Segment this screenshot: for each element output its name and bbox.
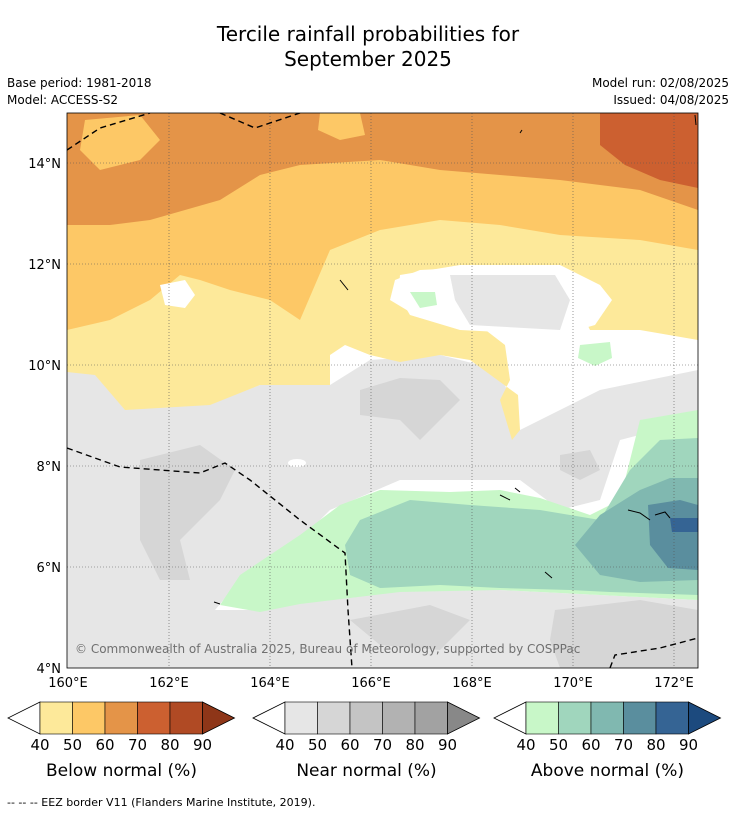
near-normal-50-patch-4 — [350, 605, 470, 650]
colorbar-above-tick: 60 — [581, 736, 600, 754]
colorbar-near-segment — [414, 701, 448, 735]
colorbar-near-segment — [317, 701, 351, 735]
lon-tick-172: 172°E — [654, 676, 694, 691]
colorbar-near-segment — [284, 701, 318, 735]
colorbar-label-below: Below normal (%) — [46, 761, 197, 781]
lon-axis: 160°E 162°E 164°E 166°E 168°E 170°E 172°… — [48, 676, 694, 691]
colorbar-above-segment — [558, 701, 592, 735]
colorbar-label-above: Above normal (%) — [530, 761, 685, 781]
colorbar-above-segment — [590, 701, 624, 735]
colorbar-above-under — [493, 701, 527, 735]
model-run: Model run: 02/08/2025 — [591, 76, 729, 90]
below-normal-70 — [600, 113, 698, 188]
lon-tick-168: 168°E — [452, 676, 492, 691]
colorbar-below-segment — [72, 701, 106, 735]
colorbar-near-tick: 70 — [373, 736, 392, 754]
colorbar-above-tick: 40 — [516, 736, 535, 754]
colorbar-near: 40 50 60 70 80 90 — [252, 701, 481, 754]
near-normal-50-patch-5 — [560, 450, 600, 480]
colorbar-above-segment — [655, 701, 689, 735]
colorbar-near-tick: 60 — [340, 736, 359, 754]
colorbar-below-tick: 60 — [95, 736, 114, 754]
gridlines — [67, 113, 698, 668]
lat-tick-4: 4°N — [37, 662, 62, 677]
colorbar-above-tick: 50 — [549, 736, 568, 754]
lat-tick-6: 6°N — [37, 561, 62, 576]
colorbar-below-tick: 70 — [128, 736, 147, 754]
colorbar-near-tick: 80 — [405, 736, 424, 754]
colorbar-below-tick: 80 — [160, 736, 179, 754]
below-normal-50-patch-2 — [318, 113, 365, 140]
colorbar-near-tick: 40 — [275, 736, 294, 754]
neutral-blip — [288, 459, 306, 467]
lat-tick-8: 8°N — [37, 460, 62, 475]
colorbar-above-segment — [623, 701, 657, 735]
above-normal-40-small-2 — [578, 342, 612, 366]
eez-footnote: -- -- -- EEZ border V11 (Flanders Marine… — [7, 796, 316, 809]
lon-tick-164: 164°E — [250, 676, 290, 691]
colorbar-above-segment — [525, 701, 559, 735]
map-title: Tercile rainfall probabilities for Septe… — [0, 22, 736, 72]
colorbar-below-under — [7, 701, 41, 735]
meta-left: Base period: 1981-2018 Model: ACCESS-S2 — [7, 75, 152, 109]
lon-tick-170: 170°E — [553, 676, 593, 691]
lon-tick-162: 162°E — [149, 676, 189, 691]
colorbar-below-segment — [137, 701, 171, 735]
colorbar-below-over — [202, 701, 236, 735]
lat-tick-12: 12°N — [28, 258, 61, 273]
copyright-text: © Commonwealth of Australia 2025, Bureau… — [75, 642, 580, 656]
near-normal-50-patch-2 — [140, 445, 235, 580]
above-normal-80 — [670, 518, 698, 532]
colorbar-below-tick: 50 — [63, 736, 82, 754]
lat-axis: 14°N 12°N 10°N 8°N 6°N 4°N — [28, 157, 61, 677]
colorbar-near-under — [252, 701, 286, 735]
above-normal-70 — [648, 500, 698, 570]
title-line-1: Tercile rainfall probabilities for — [216, 22, 520, 46]
near-normal-50-patch-3 — [550, 600, 698, 668]
above-normal-40-small — [410, 292, 437, 308]
colorbar-above-tick: 80 — [646, 736, 665, 754]
lon-tick-166: 166°E — [351, 676, 391, 691]
map-frame — [66, 112, 699, 669]
colorbar-label-near: Near normal (%) — [296, 761, 437, 781]
colorbar-below-segment — [104, 701, 138, 735]
colorbar-below-segment — [169, 701, 203, 735]
lon-tick-160: 160°E — [48, 676, 88, 691]
title-line-2: September 2025 — [284, 47, 452, 71]
lat-tick-14: 14°N — [28, 157, 61, 172]
colorbar-near-segment — [382, 701, 416, 735]
near-normal-50-patch — [360, 378, 460, 440]
colorbar-below-tick: 40 — [30, 736, 49, 754]
colorbars: 40 50 60 70 80 90 40 50 60 70 80 90 40 50 60 70 80 90 — [7, 701, 722, 754]
meta-right: Model run: 02/08/2025 Issued: 04/08/2025 — [592, 75, 729, 109]
below-normal-50-patch — [80, 115, 160, 170]
colorbar-above-tick: 90 — [679, 736, 698, 754]
colorbar-near-tick: 50 — [308, 736, 327, 754]
colorbar-below: 40 50 60 70 80 90 — [7, 701, 236, 754]
colorbar-below-segment — [39, 701, 73, 735]
below-normal-60 — [67, 113, 698, 225]
colorbar-above-tick: 70 — [614, 736, 633, 754]
colorbar-near-segment — [349, 701, 383, 735]
near-normal-40-patch — [450, 275, 570, 330]
base-period: Base period: 1981-2018 — [7, 76, 152, 90]
colorbar-near-over — [447, 701, 481, 735]
lat-tick-10: 10°N — [28, 359, 61, 374]
colorbar-below-tick: 90 — [193, 736, 212, 754]
coastline-islands — [213, 114, 697, 605]
issued-date: Issued: 04/08/2025 — [613, 93, 729, 107]
eez-borders — [67, 113, 698, 668]
model-name: Model: ACCESS-S2 — [7, 93, 119, 107]
colorbar-above-over — [688, 701, 722, 735]
probability-field — [67, 113, 698, 668]
colorbar-near-tick: 90 — [438, 736, 457, 754]
colorbar-above: 40 50 60 70 80 90 — [493, 701, 722, 754]
